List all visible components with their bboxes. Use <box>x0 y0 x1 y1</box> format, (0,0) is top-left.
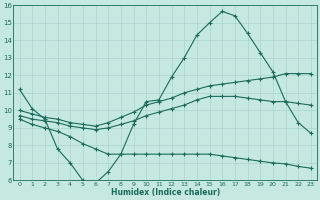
X-axis label: Humidex (Indice chaleur): Humidex (Indice chaleur) <box>111 188 220 197</box>
